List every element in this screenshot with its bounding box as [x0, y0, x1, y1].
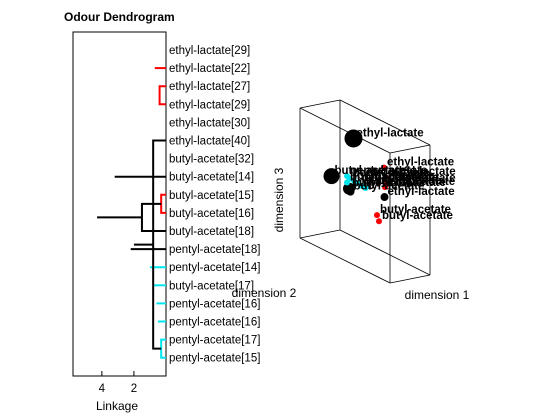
- point-label: ethyl-lactate: [357, 127, 424, 139]
- leaf-label: butyl-acetate[32]: [169, 154, 254, 166]
- point-label: butyl-acetate: [380, 204, 451, 216]
- leaf-label: pentyl-acetate[14]: [169, 262, 260, 274]
- box-edge: [339, 229, 431, 276]
- scatter-3d-labels: ethyl-lactateethyl-lactateethyl-lactatee…: [335, 127, 456, 222]
- point-label: butyl-acetate: [350, 172, 421, 184]
- leaf-label: butyl-acetate[15]: [169, 190, 254, 202]
- scatter-z-axis-label: dimension 3: [272, 167, 286, 232]
- scatter-3d-plot: ethyl-lactateethyl-lactateethyl-lactatee…: [299, 99, 456, 284]
- scatter-point: [358, 182, 364, 189]
- dendrogram-link: [158, 85, 166, 106]
- scatter-point: [381, 164, 387, 171]
- box-edge: [299, 229, 341, 239]
- scatter-point: [382, 174, 389, 181]
- scatter-y-axis-label: dimension 2: [232, 286, 297, 300]
- box-edge: [299, 107, 391, 154]
- leaf-label: ethyl-lactate[22]: [169, 63, 250, 75]
- leaf-label: ethyl-lactate[27]: [169, 81, 250, 93]
- point-label: pentyl-acetate: [362, 172, 439, 184]
- point-label: pentyl-acetate: [353, 168, 430, 180]
- point-label: pentyl-acetate: [364, 175, 441, 187]
- leaf-label: pentyl-acetate[17]: [169, 335, 260, 347]
- dendrogram-links: [97, 68, 166, 359]
- dendrogram: ethyl-lactate[29] ethyl-lactate[22] ethyl-…: [73, 32, 260, 395]
- scatter-point: [374, 212, 380, 219]
- scatter-point: [344, 129, 363, 148]
- leaf-label: ethyl-lactate[30]: [169, 117, 250, 129]
- point-label: ethyl-lactate: [389, 166, 456, 178]
- point-label: ethyl-lactate: [387, 157, 454, 169]
- point-label: ethyl-lactate: [388, 186, 455, 198]
- x-tick-label: 4: [99, 383, 106, 395]
- scatter-point: [376, 218, 382, 225]
- scatter-point: [382, 184, 388, 191]
- scatter-point: [362, 185, 369, 192]
- point-label: butyl-acetate: [335, 165, 406, 177]
- point-label: pentyl-acetate: [350, 165, 427, 177]
- scatter-3d-box: [299, 99, 431, 284]
- box-edge: [389, 274, 431, 284]
- box-edge: [389, 144, 431, 154]
- scatter-x-axis-label: dimension 1: [405, 288, 470, 302]
- leaf-label: pentyl-acetate[18]: [169, 244, 260, 256]
- point-label: butyl-acetate: [382, 210, 453, 222]
- point-label: ethyl-lactate: [389, 173, 456, 185]
- leaf-label: ethyl-lactate[29]: [169, 99, 250, 111]
- leaf-label: ethyl-lactate[29]: [169, 45, 250, 57]
- scatter-point: [343, 182, 355, 195]
- scatter-point: [380, 193, 389, 202]
- leaf-label: ethyl-lactate[40]: [169, 136, 250, 148]
- leaf-label: butyl-acetate[14]: [169, 172, 254, 184]
- leaf-label: butyl-acetate[16]: [169, 208, 254, 220]
- scatter-point: [323, 168, 340, 185]
- dendrogram-link: [160, 193, 166, 214]
- scatter-point: [351, 177, 357, 184]
- dendrogram-title: Odour Dendrogram: [64, 10, 175, 24]
- box-edge: [299, 99, 341, 109]
- leaf-label: butyl-acetate[18]: [169, 226, 254, 238]
- point-label: butyl-acetate: [352, 178, 423, 190]
- box-edge: [299, 237, 391, 284]
- point-label: pentyl-acetate: [369, 177, 446, 189]
- scatter-point: [344, 179, 350, 186]
- dendrogram-x-axis-label: Linkage: [96, 399, 138, 413]
- leaf-label: butyl-acetate[17]: [169, 280, 254, 292]
- leaf-label: pentyl-acetate[16]: [169, 298, 260, 310]
- box-edge: [339, 99, 431, 146]
- point-label: ethyl-lactate: [388, 176, 455, 188]
- dendrogram-link: [160, 338, 166, 359]
- point-label: butyl-acetate: [354, 181, 425, 193]
- x-tick-label: 2: [131, 383, 137, 395]
- scatter-3d-points: [323, 129, 389, 225]
- leaf-label: pentyl-acetate[15]: [169, 353, 260, 365]
- leaf-label: pentyl-acetate[16]: [169, 317, 260, 329]
- point-label: pentyl-acetate: [357, 170, 434, 182]
- dendrogram-leaf-labels: ethyl-lactate[29] ethyl-lactate[22] ethyl-…: [169, 45, 260, 365]
